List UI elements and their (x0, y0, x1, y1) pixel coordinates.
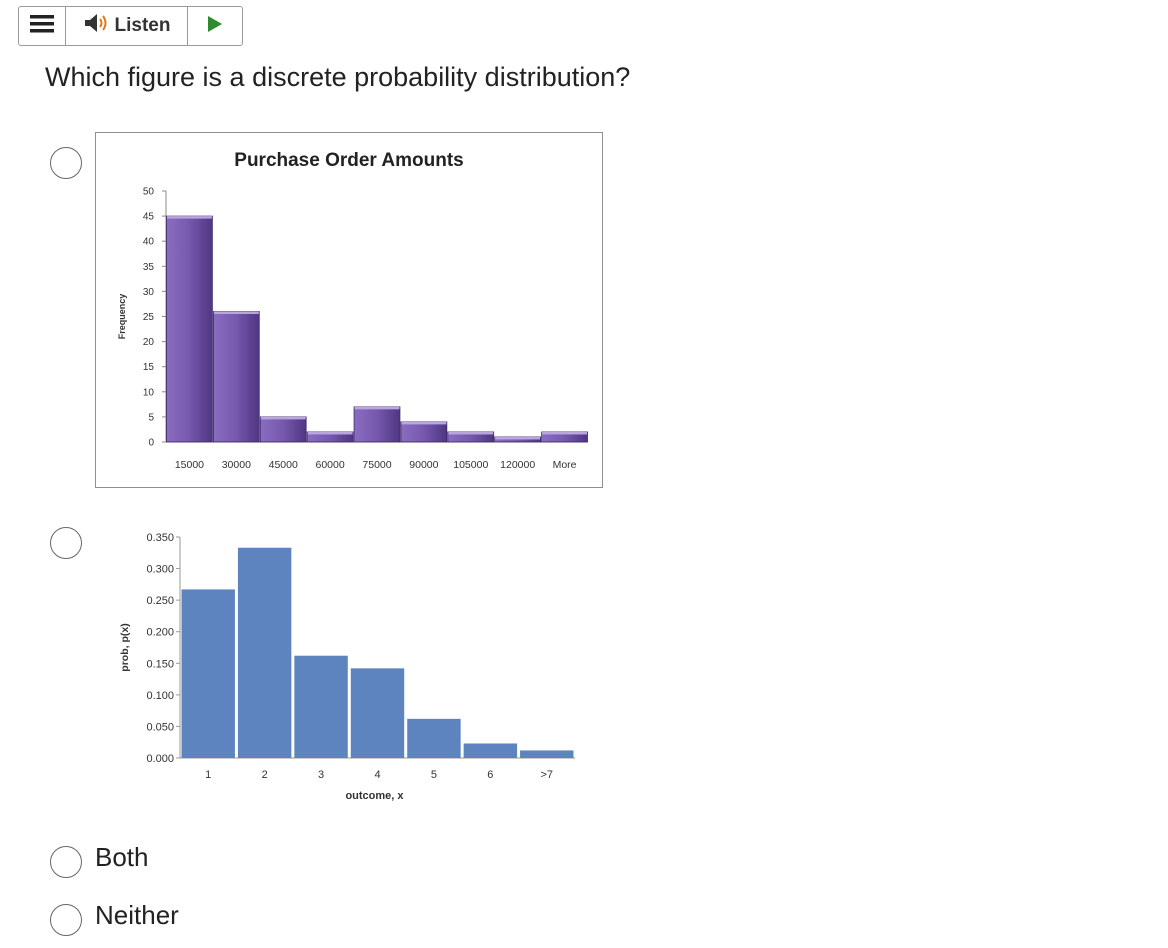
option-c-radio[interactable] (50, 846, 82, 878)
option-a-chart[interactable]: Purchase Order Amounts Frequency 0 5 10 15 20 2… (95, 132, 603, 488)
probability-bar (294, 655, 348, 758)
y-tick-label: 20 (143, 337, 155, 348)
y-tick-label: 45 (143, 212, 155, 223)
x-tick-label: 105000 (453, 459, 488, 471)
x-tick-label: More (553, 459, 577, 471)
y-tick-label: 0 (148, 438, 154, 449)
chart-title: Purchase Order Amounts (234, 150, 463, 171)
y-tick-label: 0.150 (146, 658, 174, 670)
histogram-bar (212, 311, 260, 443)
x-tick-label: 90000 (409, 459, 438, 471)
probability-bar (237, 547, 292, 758)
y-tick-label: 30 (143, 287, 155, 298)
listen-label: Listen (114, 15, 171, 36)
histogram-bar (400, 421, 448, 443)
listen-button[interactable]: Listen (66, 7, 188, 45)
x-tick-label: 6 (487, 769, 493, 781)
histogram-bar-top (354, 406, 400, 410)
histogram-bar-top (542, 431, 587, 435)
probability-bar-chart: 0.000 0.050 0.100 0.150 0.200 0.250 0.300 0.350… (119, 532, 575, 802)
option-c-label[interactable]: Both (95, 842, 149, 872)
probability-bar (350, 668, 405, 758)
y-tick-label: 0.350 (146, 532, 174, 544)
x-tick-label: 4 (374, 769, 380, 781)
y-tick-label: 0.100 (146, 690, 174, 702)
y-tick-label: 10 (143, 387, 155, 398)
y-axis-label: prob, p(x) (119, 623, 131, 671)
histogram-bar-top (167, 216, 212, 219)
x-tick-label: 30000 (222, 459, 251, 471)
y-tick-label: 0.300 (146, 564, 174, 576)
x-tick-label: 120000 (500, 459, 535, 471)
histogram-bar-top (260, 416, 306, 420)
y-tick-label: 0.200 (146, 627, 174, 639)
option-b-radio[interactable] (50, 527, 82, 559)
question-text: Which figure is a discrete probability d… (45, 62, 631, 92)
y-tick-label: 40 (143, 237, 155, 248)
histogram-bar-top (213, 311, 259, 314)
y-tick-label: 15 (143, 362, 155, 373)
y-tick-label: 5 (148, 412, 154, 423)
x-tick-label: 60000 (316, 459, 345, 471)
y-tick-label: 25 (143, 312, 155, 323)
play-icon (206, 14, 224, 39)
x-tick-label: 1 (205, 769, 211, 781)
menu-button[interactable] (19, 7, 66, 45)
option-d-radio[interactable] (50, 904, 82, 936)
y-tick-label: 0.050 (146, 721, 174, 733)
x-tick-label: 5 (431, 769, 437, 781)
option-b-chart[interactable]: 0.000 0.050 0.100 0.150 0.200 0.250 0.300 0.350… (95, 512, 590, 812)
probability-bar (463, 743, 518, 758)
purchase-order-histogram: Purchase Order Amounts Frequency 0 5 10 15 20 2… (117, 150, 588, 471)
probability-bar (520, 750, 574, 758)
x-tick-label: 45000 (269, 459, 298, 471)
readspeaker-toolbar: Listen (18, 6, 243, 46)
histogram-bar-top (448, 431, 494, 435)
x-tick-label: 3 (318, 769, 324, 781)
y-tick-label: 0.000 (146, 753, 174, 765)
histogram-bar (353, 406, 401, 443)
histogram-bar-top (307, 431, 353, 435)
histogram-bar-top (401, 421, 447, 425)
x-axis-label: outcome, x (345, 790, 404, 802)
probability-bar (181, 589, 235, 758)
y-tick-label: 35 (143, 262, 155, 273)
y-axis-label: Frequency (117, 294, 127, 340)
y-tick-label: 50 (143, 187, 155, 198)
x-tick-label: 75000 (362, 459, 391, 471)
option-a-radio[interactable] (50, 147, 82, 179)
speaker-icon (83, 13, 109, 39)
x-tick-label: 15000 (175, 459, 204, 471)
histogram-bar-top (495, 436, 541, 440)
play-button[interactable] (188, 7, 242, 45)
probability-bar (407, 718, 461, 758)
hamburger-icon (30, 14, 54, 38)
option-d-label[interactable]: Neither (95, 900, 179, 930)
x-tick-label: >7 (541, 769, 554, 781)
x-tick-label: 2 (262, 769, 268, 781)
histogram-bar (166, 215, 213, 443)
y-tick-label: 0.250 (146, 595, 174, 607)
histogram-bar (259, 416, 307, 443)
